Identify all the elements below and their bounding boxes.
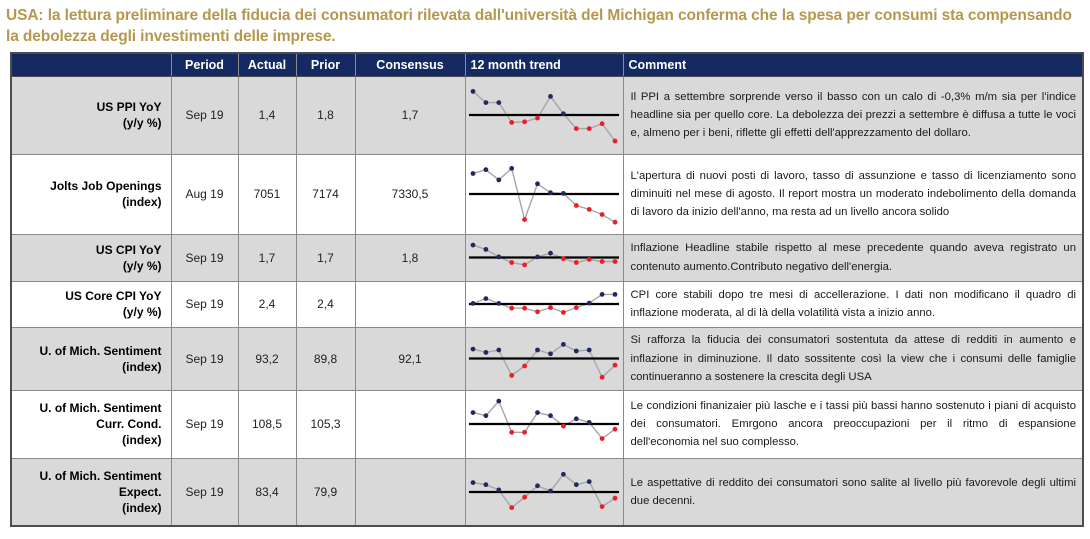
indicator-name: US CPI YoY [95, 242, 162, 257]
column-header-actual: Actual [238, 52, 297, 77]
table-header-row: Period Actual Prior Consensus 12 month t… [11, 52, 1083, 77]
column-header-comment: Comment [623, 52, 1083, 77]
trend-sparkline-cell [465, 281, 624, 328]
indicator-name: U. of Mich. Sentiment [39, 343, 162, 358]
comment-cell: Inflazione Headline stabile rispetto al … [623, 234, 1083, 282]
indicator-name: US Core CPI YoY [65, 289, 162, 304]
prior-cell: 1,7 [296, 234, 356, 282]
actual-cell: 2,4 [238, 281, 297, 328]
prior-cell: 89,8 [296, 327, 356, 391]
indicator-unit: (y/y %) [122, 116, 162, 131]
comment-cell: Le condizioni finanizaier più lasche e i… [623, 390, 1083, 459]
trend-sparkline-cell [465, 234, 624, 282]
indicator-name-cell: Jolts Job Openings (index) [11, 154, 172, 235]
period-cell: Sep 19 [171, 390, 239, 459]
comment-cell: CPI core stabili dopo tre mesi di accell… [623, 281, 1083, 328]
table-row: U. of Mich. Sentiment Expect. (index) Sep … [11, 458, 1083, 527]
comment-cell: Le aspettative di reddito dei consumator… [623, 458, 1083, 527]
prior-cell: 1,8 [296, 76, 356, 155]
consensus-cell [355, 281, 466, 328]
comment-cell: L'apertura di nuovi posti di lavoro, tas… [623, 154, 1083, 235]
column-header-period: Period [171, 52, 239, 77]
period-cell: Sep 19 [171, 458, 239, 527]
actual-cell: 108,5 [238, 390, 297, 459]
period-cell: Sep 19 [171, 281, 239, 328]
table-row: US PPI YoY (y/y %) Sep 19 1,4 1,8 1,7 Il PPI a… [11, 76, 1083, 155]
period-cell: Sep 19 [171, 234, 239, 282]
actual-cell: 1,7 [238, 234, 297, 282]
table-row: U. of Mich. Sentiment Curr. Cond. (index)… [11, 390, 1083, 459]
consensus-cell: 1,8 [355, 234, 466, 282]
column-header-consensus: Consensus [355, 52, 466, 77]
table-body: US PPI YoY (y/y %) Sep 19 1,4 1,8 1,7 Il PPI a… [11, 76, 1083, 527]
column-header-indicator [11, 52, 172, 77]
actual-cell: 1,4 [238, 76, 297, 155]
consensus-cell: 1,7 [355, 76, 466, 155]
actual-cell: 7051 [238, 154, 297, 235]
trend-sparkline-cell [465, 327, 624, 391]
column-header-trend: 12 month trend [465, 52, 624, 77]
table-row: U. of Mich. Sentiment (index) Sep 19 93,2 89… [11, 327, 1083, 391]
consensus-cell [355, 390, 466, 459]
table-row: US CPI YoY (y/y %) Sep 19 1,7 1,7 1,8 Inflazio… [11, 234, 1083, 282]
consensus-cell [355, 458, 466, 527]
indicator-name: Jolts Job Openings [50, 179, 162, 194]
indicator-unit: (y/y %) [122, 258, 162, 273]
trend-sparkline-cell [465, 458, 624, 527]
comment-cell: Si rafforza la fiducia dei consumatori s… [623, 327, 1083, 391]
indicator-unit: (index) [122, 359, 162, 374]
period-cell: Aug 19 [171, 154, 239, 235]
indicator-unit: (index) [122, 433, 162, 448]
indicator-name-cell: U. of Mich. Sentiment Expect. (index) [11, 458, 172, 527]
indicator-unit: (index) [122, 195, 162, 210]
consensus-cell: 92,1 [355, 327, 466, 391]
page-headline: USA: la lettura preliminare della fiduci… [6, 7, 1072, 46]
actual-cell: 93,2 [238, 327, 297, 391]
table-header: Period Actual Prior Consensus 12 month t… [11, 52, 1083, 77]
indicator-name-cell: US CPI YoY (y/y %) [11, 234, 172, 282]
period-cell: Sep 19 [171, 327, 239, 391]
indicator-unit: (index) [122, 501, 162, 516]
indicator-name-cell: US Core CPI YoY (y/y %) [11, 281, 172, 328]
indicator-name: U. of Mich. Sentiment Expect. [39, 468, 162, 499]
economic-calendar-table: Period Actual Prior Consensus 12 month t… [10, 51, 1084, 528]
column-header-prior: Prior [296, 52, 356, 77]
indicator-name: US PPI YoY [96, 100, 162, 115]
prior-cell: 79,9 [296, 458, 356, 527]
indicator-name-cell: US PPI YoY (y/y %) [11, 76, 172, 155]
table-row: US Core CPI YoY (y/y %) Sep 19 2,4 2,4 CPI co… [11, 281, 1083, 328]
economic-calendar-table-wrapper: Period Actual Prior Consensus 12 month t… [0, 48, 1090, 528]
trend-sparkline-cell [465, 390, 624, 459]
prior-cell: 105,3 [296, 390, 356, 459]
trend-sparkline-cell [465, 154, 624, 235]
indicator-unit: (y/y %) [122, 305, 162, 320]
trend-sparkline-cell [465, 76, 624, 155]
indicator-name: U. of Mich. Sentiment Curr. Cond. [39, 400, 162, 432]
prior-cell: 7174 [296, 154, 356, 235]
indicator-name-cell: U. of Mich. Sentiment (index) [11, 327, 172, 391]
table-row: Jolts Job Openings (index) Aug 19 7051 7174 7… [11, 154, 1083, 235]
indicator-name-cell: U. of Mich. Sentiment Curr. Cond. (index) [11, 390, 172, 459]
period-cell: Sep 19 [171, 76, 239, 155]
actual-cell: 83,4 [238, 458, 297, 527]
comment-cell: Il PPI a settembre sorprende verso il ba… [623, 76, 1083, 155]
prior-cell: 2,4 [296, 281, 356, 328]
consensus-cell: 7330,5 [355, 154, 466, 235]
